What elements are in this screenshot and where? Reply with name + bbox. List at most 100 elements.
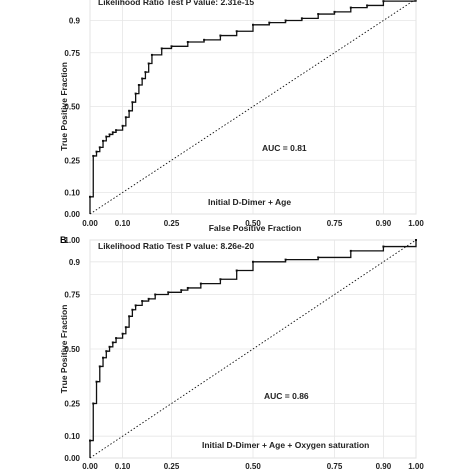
panel1-y-tick-label: 0.75: [64, 49, 80, 58]
panel1-roc-point: [235, 30, 238, 33]
panel1-y-axis-title: True Positive Fraction: [59, 62, 69, 151]
panel2-roc-curve: [89, 240, 417, 458]
panel2-roc-point: [121, 332, 124, 335]
panel1-roc-point: [128, 109, 131, 112]
panel1-roc-point: [203, 38, 206, 41]
panel1-roc-point: [134, 92, 137, 95]
panel2-roc-point: [131, 308, 134, 311]
panel2-roc-point: [124, 326, 127, 329]
panel2-roc-point: [252, 260, 254, 263]
panel2-reference-diagonal: [89, 239, 417, 459]
panel1-auc-annotation: AUC = 0.81: [262, 143, 307, 153]
panel1-roc-point: [98, 146, 101, 149]
panel1-roc-point: [105, 135, 108, 138]
panel2-x-tick-label: 0.00: [82, 462, 98, 471]
panel2-auc-annotation: AUC = 0.86: [264, 391, 309, 401]
panel2-roc-point: [219, 278, 222, 281]
panel2-y-tick-label: 0.00: [64, 454, 80, 463]
panel2-roc-point: [105, 350, 108, 353]
panel2-roc-point: [102, 356, 105, 359]
panel2-roc-point: [95, 380, 98, 383]
panel1-x-tick-label: 0.90: [376, 219, 392, 228]
panel1-roc-point: [121, 124, 124, 127]
panel1-roc-point: [124, 116, 127, 119]
panel2-roc-point: [89, 439, 91, 442]
panel1-roc-point: [252, 23, 254, 26]
panel2-roc-point: [180, 289, 183, 292]
panel2-roc-point: [92, 402, 95, 405]
panel1-roc-point: [268, 21, 271, 24]
panel2-x-tick-label: 0.90: [376, 462, 392, 471]
panel1-roc-point: [147, 62, 150, 65]
panel1-x-axis-title: False Positive Fraction: [209, 223, 302, 233]
panel1-x-tick-label: 0.75: [327, 219, 343, 228]
panel2-panel-letter: B: [60, 235, 67, 245]
panel2-roc-point: [111, 341, 114, 344]
panel2-roc-point: [349, 249, 352, 252]
panel2-y-tick-label: 0.50: [64, 345, 80, 354]
panel2-roc-point: [199, 282, 202, 285]
panel1-y-tick-label: 0.9: [69, 17, 81, 26]
panel1-roc-point: [300, 17, 303, 20]
panel1-roc-point: [317, 13, 320, 16]
panel1-roc-point: [95, 150, 98, 153]
panel2-roc-point: [317, 256, 320, 259]
panel2-roc-point: [115, 337, 118, 340]
panel1-roc-point: [333, 10, 336, 13]
panel1-roc-point: [137, 84, 140, 86]
panel2-x-tick-label: 1.00: [408, 462, 424, 471]
panel2-roc-point: [154, 293, 157, 296]
panel2-x-tick-label: 0.10: [115, 462, 131, 471]
panel2-x-tick-label: 0.75: [327, 462, 343, 471]
panel1-x-tick-label: 0.50: [245, 219, 261, 228]
panel1-x-tick-label: 0.00: [82, 219, 98, 228]
panel1-roc-point: [284, 19, 287, 22]
panel1-x-tick-label: 0.10: [115, 219, 131, 228]
panel2-lr-test-annotation: Likelihood Ratio Test P value: 8.26e-20: [98, 241, 254, 251]
panel2-roc-point: [382, 245, 385, 248]
panel1-roc-point: [111, 131, 114, 134]
panel1-roc-point: [141, 77, 144, 80]
panel1-model-annotation: Initial D-Dimer + Age: [208, 197, 291, 207]
panel1-roc-point: [160, 47, 163, 50]
panel2-roc-point: [186, 286, 189, 289]
panel1-roc-point: [131, 101, 134, 104]
panel2-y-tick-label: 0.75: [64, 291, 80, 300]
panel1-roc-point: [144, 71, 147, 74]
panel2-roc-point: [167, 291, 170, 294]
panel1-roc-point: [115, 129, 118, 132]
panel1-roc-point: [89, 195, 91, 198]
panel1-roc-point: [102, 139, 105, 142]
panel1-x-tick-label: 1.00: [408, 219, 424, 228]
panel1-roc-point: [219, 34, 222, 37]
panel2-y-axis-title: True Positive Fraction: [59, 305, 69, 394]
panel2-y-tick-label: 0.9: [69, 258, 81, 267]
panel2-model-annotation: Initial D-Dimer + Age + Oxygen saturatio…: [202, 440, 369, 450]
panel1-roc-point: [150, 53, 153, 56]
panel1-y-tick-label: 0.25: [64, 156, 80, 165]
panel1-roc-point: [349, 6, 352, 9]
panel2-roc-point: [235, 269, 238, 272]
panel2-roc-point: [141, 300, 144, 303]
panel2-x-tick-label: 0.50: [245, 462, 261, 471]
panel2-roc-point: [108, 345, 111, 348]
panel1-roc-point: [186, 41, 189, 43]
panel1-y-tick-label: 0.10: [64, 189, 80, 198]
panel1-y-tick-label: 0.50: [64, 103, 80, 112]
panel2-y-tick-label: 1.00: [64, 236, 80, 245]
panel1-roc-point: [170, 45, 173, 48]
panel1-roc-curve: [89, 0, 417, 214]
panel2-roc-point: [128, 315, 131, 318]
panel1-x-tick-label: 0.25: [164, 219, 180, 228]
panel2-y-tick-label: 0.25: [64, 400, 80, 409]
panel2-roc-point: [134, 304, 137, 307]
panel1-y-tick-label: 0.00: [64, 210, 80, 219]
panel2-roc-point: [415, 239, 417, 241]
panel1-roc-point: [92, 154, 95, 157]
panel1-lr-test-annotation: Likelihood Ratio Test P value: 2.31e-15: [98, 0, 254, 7]
panel2-y-tick-label: 0.10: [64, 432, 80, 441]
panel2-roc-point: [284, 258, 287, 261]
panel1-roc-point: [108, 133, 111, 136]
panel1-roc-point: [366, 4, 369, 7]
